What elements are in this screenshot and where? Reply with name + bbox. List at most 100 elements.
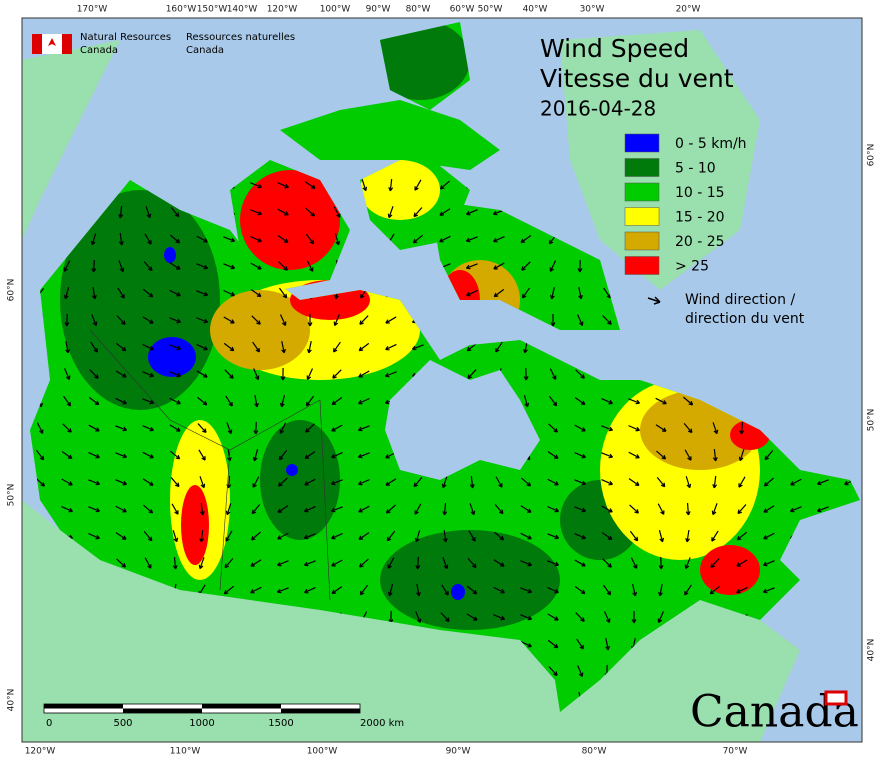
legend-label: 10 - 15 — [675, 185, 725, 201]
wind-arrow — [415, 611, 422, 624]
wind-arrow — [520, 640, 532, 648]
wind-arrow — [88, 479, 101, 486]
wind-arrow — [196, 263, 208, 270]
latitude-label: 60°N — [867, 144, 877, 167]
wind-arrow — [331, 396, 343, 406]
wind-arrow — [304, 506, 316, 513]
title: Wind Speed — [540, 34, 689, 63]
wind-arrow — [574, 506, 587, 513]
wind-arrow — [196, 317, 209, 324]
wind-arrow — [441, 584, 449, 596]
wind-arrow — [575, 369, 585, 379]
hudson-bay — [385, 360, 540, 480]
scale-segment — [44, 704, 123, 709]
wind-arrow — [357, 425, 370, 432]
wind-arrow — [169, 317, 182, 324]
wind-arrow — [493, 614, 506, 621]
legend-label: 0 - 5 km/h — [675, 136, 747, 152]
wind-arrow — [304, 451, 316, 460]
wind-arrow — [116, 558, 127, 568]
wind-arrow — [305, 233, 315, 245]
wind-arrow — [442, 557, 449, 570]
wind-arrow — [736, 531, 748, 541]
latitude-label: 60°N — [7, 279, 17, 302]
greenland — [560, 30, 760, 290]
wind-arrow — [574, 452, 586, 459]
wind-arrow — [495, 341, 503, 353]
scale-label: 2000 km — [360, 718, 404, 729]
wind-arrow — [601, 425, 614, 432]
wind-arrow — [469, 475, 475, 489]
zone — [240, 170, 340, 270]
wind-arrow — [739, 421, 745, 435]
wind-arrow — [547, 639, 559, 649]
wind-arrow — [411, 344, 424, 351]
wind-arrow — [281, 341, 286, 354]
wind-arrow — [601, 479, 613, 486]
wind-arrow — [142, 398, 155, 405]
wind-arrow — [547, 560, 560, 567]
wind-arrow — [684, 584, 692, 596]
maple-leaf — [48, 38, 56, 46]
wind-arrow — [197, 423, 207, 434]
wind-arrow — [142, 425, 155, 432]
wind-arrow — [520, 587, 533, 594]
wind-arrow — [277, 477, 288, 487]
wordmark-flag — [824, 690, 848, 706]
wind-arrow — [655, 424, 667, 432]
wind-arrow — [64, 313, 70, 327]
wind-arrow — [361, 179, 368, 192]
wind-arrow — [738, 476, 746, 488]
longitude-label: 120°W — [25, 747, 56, 757]
wind-arrow — [198, 449, 206, 461]
wind-arrow — [280, 367, 286, 381]
legend-swatch — [624, 182, 660, 202]
wind-arrow — [35, 477, 45, 487]
wind-arrow — [169, 344, 182, 351]
wind-arrow — [763, 477, 774, 487]
wind-arrow — [88, 396, 100, 406]
wind-arrow — [763, 532, 775, 540]
wind-arrow — [334, 233, 341, 246]
wind-arrow — [254, 394, 259, 408]
wind-arrow — [712, 475, 718, 489]
wind-arrow — [466, 209, 478, 216]
wind-arrow — [605, 638, 610, 651]
legend-swatch — [624, 133, 660, 153]
wind-arrow — [278, 449, 288, 461]
wind-arrow — [578, 286, 583, 300]
flag-bar — [32, 34, 42, 54]
wind-arrow — [117, 287, 125, 299]
wind-arrow — [604, 611, 611, 623]
wind-arrow — [658, 530, 665, 543]
wind-arrow — [628, 478, 640, 486]
wind-arrow — [357, 452, 370, 459]
wind-arrow — [307, 341, 312, 354]
wind-arrow — [521, 287, 530, 299]
longitude-label: 140°W — [227, 5, 258, 15]
wind-arrow — [358, 342, 370, 352]
wind-arrow — [252, 449, 259, 462]
wind-arrow — [630, 557, 638, 569]
wind-arrow — [304, 478, 316, 486]
wind-arrow — [63, 287, 70, 300]
borders — [89, 329, 331, 601]
wind-arrow — [629, 530, 639, 542]
wind-arrow — [36, 422, 44, 434]
legend-label: 20 - 25 — [675, 234, 725, 250]
wind-arrow — [358, 370, 370, 378]
wind-arrow — [196, 370, 208, 378]
wind-arrow — [169, 424, 181, 432]
wind-arrow — [279, 395, 286, 408]
wind-arrow — [142, 343, 154, 351]
wind-arrow — [226, 422, 233, 435]
wind-arrow — [250, 236, 262, 243]
wind-arrow — [547, 533, 560, 540]
usa — [22, 500, 800, 742]
wind-arrow — [61, 506, 73, 513]
wind-arrow — [413, 207, 423, 218]
wind-arrow — [601, 532, 613, 541]
wind-arrow — [414, 179, 422, 191]
wind-arrow — [305, 423, 315, 433]
scale-bar: 0 500 1000 1500 2000 km — [43, 703, 404, 729]
